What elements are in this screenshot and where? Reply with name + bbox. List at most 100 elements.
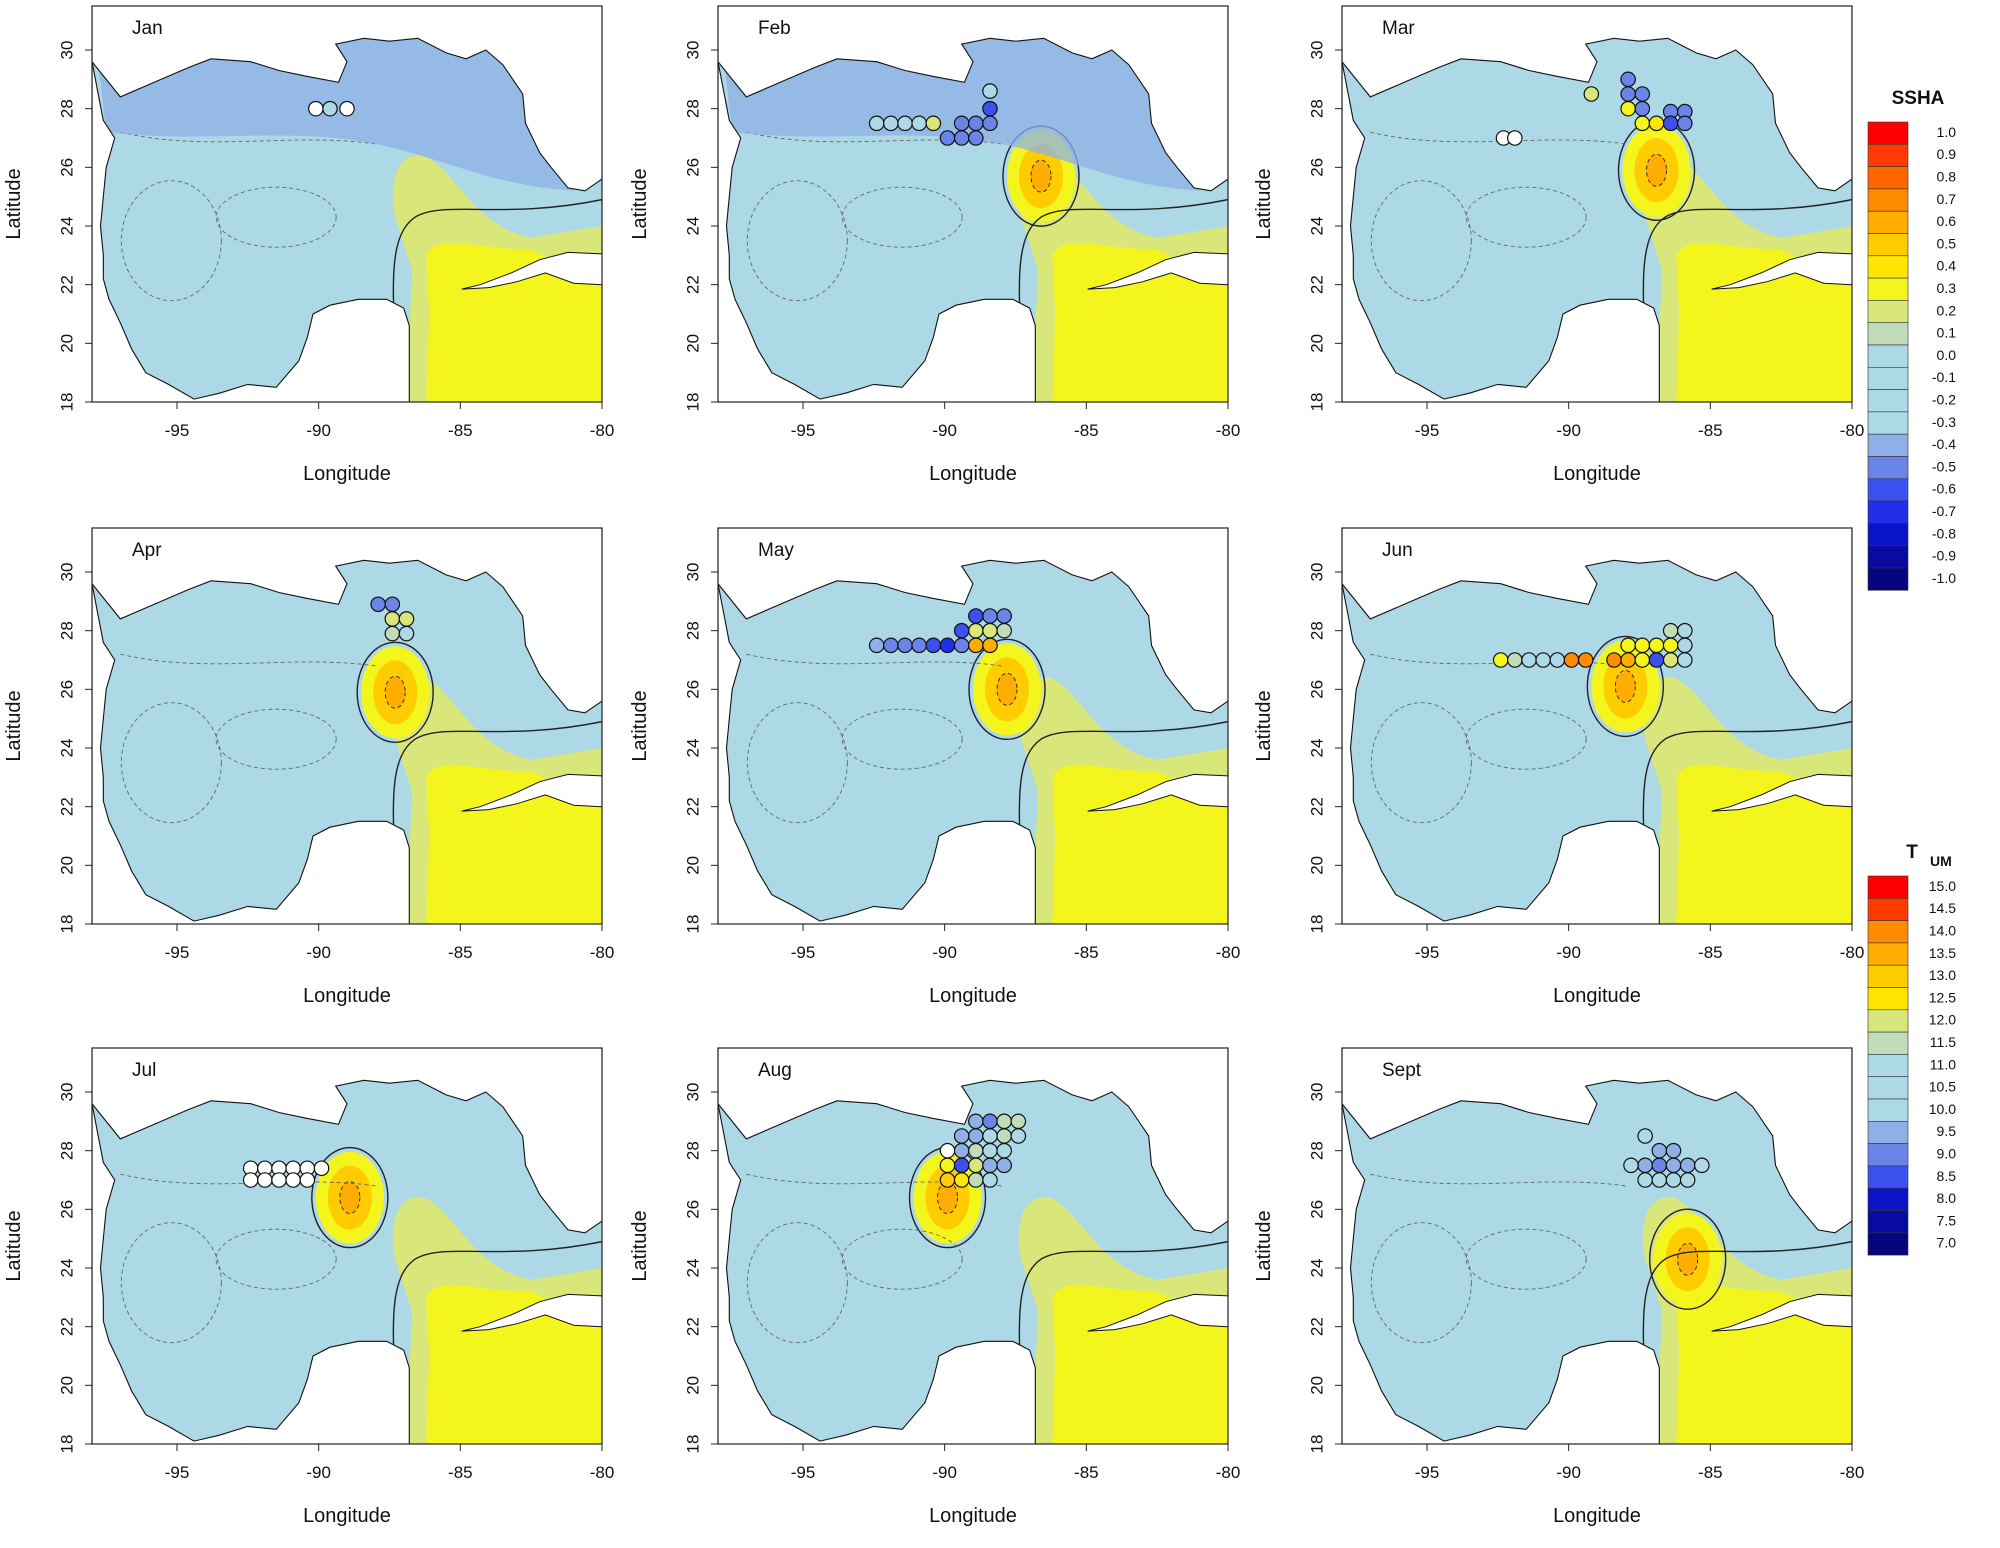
station-marker — [953, 115, 970, 132]
caribbean-core — [1676, 1285, 1852, 1444]
station-marker — [1521, 652, 1537, 668]
us-land — [92, 6, 602, 192]
legend-label: 0.1 — [1937, 325, 1957, 341]
legend-swatch — [1867, 987, 1909, 1011]
y-tick-label: 24 — [57, 217, 76, 236]
x-tick-label: -80 — [590, 1463, 615, 1482]
station-marker — [1662, 115, 1679, 132]
station-marker — [313, 1160, 330, 1177]
ssha-contour — [841, 1228, 963, 1290]
legend-swatch — [1867, 344, 1909, 368]
y-tick-label: 30 — [683, 1083, 702, 1102]
station-marker — [996, 1128, 1012, 1144]
mexico-land — [1342, 61, 1660, 402]
y-tick-label: 30 — [1307, 563, 1326, 582]
y-tick-label: 28 — [1307, 1141, 1326, 1160]
station-marker — [982, 83, 998, 99]
station-marker — [982, 1128, 998, 1144]
mexico-land — [718, 61, 1036, 402]
y-tick-label: 24 — [57, 1259, 76, 1278]
station-marker — [1563, 652, 1580, 668]
station-marker — [982, 1157, 998, 1174]
station-marker — [322, 100, 338, 117]
station-marker — [308, 100, 324, 117]
x-axis-title: Longitude — [303, 1505, 391, 1527]
station-marker — [868, 115, 885, 132]
ssha-contour — [1370, 180, 1472, 302]
station-marker — [1648, 115, 1665, 132]
x-tick-label: -80 — [1216, 943, 1241, 962]
y-tick-label: 20 — [57, 1376, 76, 1395]
month-label: Jul — [132, 1060, 156, 1081]
ssha-contour — [1465, 186, 1587, 248]
y-tick-label: 20 — [683, 1376, 702, 1395]
station-marker — [1577, 652, 1594, 668]
y-tick-label: 20 — [1307, 1376, 1326, 1395]
legend-swatch — [1867, 366, 1909, 390]
y-tick-label: 22 — [683, 275, 702, 294]
station-marker — [1634, 100, 1651, 117]
station-marker — [897, 115, 913, 132]
map-panel-feb: Feb -95 -90 -85 -80 18 20 22 24 26 28 30 Longitude La… — [629, 5, 1240, 485]
map-frame — [1341, 527, 1853, 925]
ssha-contour — [120, 1222, 222, 1344]
legend-label: 13.5 — [1929, 945, 1956, 961]
x-tick-label: -95 — [1415, 943, 1440, 962]
legend-label: 7.5 — [1937, 1212, 1957, 1228]
y-tick-label: 26 — [683, 1200, 702, 1219]
ssha-contour — [120, 180, 222, 302]
legend-label: 0.7 — [1937, 191, 1957, 207]
legend-label: 0.5 — [1937, 235, 1957, 251]
station-marker — [257, 1172, 273, 1188]
legend-swatch — [1867, 1120, 1909, 1144]
station-marker — [1637, 1157, 1653, 1174]
ssha-contour — [1370, 1222, 1472, 1344]
legend-label: 0.3 — [1937, 280, 1957, 296]
y-tick-label: 28 — [57, 1141, 76, 1160]
y-tick-label: 24 — [1307, 217, 1326, 236]
ssha-contour — [215, 1228, 337, 1290]
station-marker — [1651, 1142, 1668, 1159]
map-frame — [91, 5, 603, 403]
caribbean-core — [1676, 765, 1852, 924]
y-tick-label: 24 — [1307, 1259, 1326, 1278]
x-axis-title: Longitude — [929, 1505, 1017, 1527]
x-tick-label: -85 — [1074, 1463, 1099, 1482]
x-tick-label: -80 — [590, 421, 615, 440]
x-tick-label: -95 — [165, 943, 190, 962]
station-marker — [925, 637, 942, 654]
x-tick-label: -80 — [1840, 421, 1865, 440]
y-tick-label: 24 — [683, 1259, 702, 1278]
map-panel-jun: Jun -95 -90 -85 -80 18 20 22 24 26 28 30 Longitude La… — [1253, 527, 1864, 1007]
caribbean-core — [1052, 1285, 1228, 1444]
ssha-contour — [215, 186, 337, 248]
us-land — [1342, 528, 1852, 714]
y-tick-label: 28 — [1307, 621, 1326, 640]
station-marker — [1679, 1172, 1696, 1188]
x-axis-title: Longitude — [1553, 985, 1641, 1007]
y-tick-label: 18 — [683, 915, 702, 934]
legend-swatch — [1867, 456, 1909, 480]
station-marker — [982, 608, 998, 624]
station-marker — [1583, 86, 1600, 102]
station-marker — [939, 1142, 956, 1159]
y-tick-label: 26 — [57, 1200, 76, 1219]
station-marker — [982, 100, 998, 117]
y-axis-title: Latitude — [1253, 690, 1275, 761]
x-axis-title: Longitude — [929, 463, 1017, 485]
station-marker — [982, 115, 998, 132]
legend-swatch — [1867, 964, 1909, 988]
station-marker — [1634, 637, 1651, 654]
station-marker — [1662, 622, 1679, 639]
y-tick-label: 24 — [683, 739, 702, 758]
legend-label: 11.0 — [1930, 1056, 1956, 1072]
x-tick-label: -85 — [448, 943, 473, 962]
station-marker — [968, 1172, 984, 1188]
station-marker — [968, 130, 984, 146]
legend-label: 9.5 — [1937, 1123, 1957, 1139]
y-tick-label: 26 — [1307, 1200, 1326, 1219]
x-tick-label: -90 — [932, 1463, 957, 1482]
station-marker — [1634, 86, 1651, 102]
y-tick-label: 18 — [57, 393, 76, 412]
station-marker — [1637, 1128, 1653, 1144]
